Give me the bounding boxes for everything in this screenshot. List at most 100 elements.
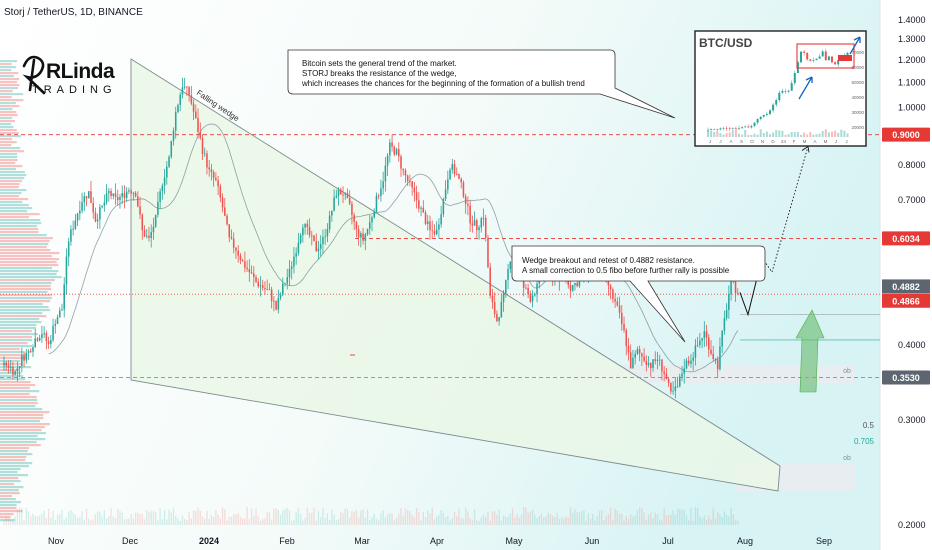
- candle-body: [304, 223, 306, 228]
- profile-bar: [0, 78, 20, 81]
- volume-bar: [239, 517, 242, 525]
- volume-bar: [168, 509, 170, 525]
- candle-body: [431, 229, 433, 231]
- profile-bar: [0, 357, 27, 360]
- inset-volume-bar: [750, 134, 753, 137]
- candle-body: [235, 247, 237, 251]
- inset-candle: [790, 83, 793, 91]
- candle-body: [282, 283, 284, 295]
- time-tick-label: 2024: [199, 536, 219, 546]
- volume-bar: [266, 512, 268, 525]
- inset-volume-bar: [728, 132, 731, 137]
- volume-bar: [353, 511, 355, 525]
- volume-bar: [502, 515, 505, 525]
- volume-bar: [253, 516, 255, 525]
- candle-body: [212, 171, 215, 178]
- candle-body: [375, 195, 378, 212]
- inset-volume-bar: [834, 130, 837, 137]
- volume-bar: [137, 512, 139, 525]
- volume-bar: [125, 518, 128, 525]
- volume-bar: [320, 517, 322, 525]
- volume-bar: [407, 510, 409, 525]
- profile-bar: [0, 135, 21, 138]
- candle-body: [47, 341, 50, 345]
- volume-bar: [558, 518, 561, 525]
- candle-body: [87, 191, 90, 199]
- inset-candle: [707, 129, 709, 131]
- volume-bar: [594, 520, 596, 525]
- bitcoin-note-callout: Bitcoin sets the general trend of the ma…: [287, 49, 676, 119]
- volume-bar: [522, 507, 525, 525]
- volume-bar: [25, 507, 27, 525]
- volume-bar: [335, 520, 337, 525]
- candle-body: [413, 187, 416, 193]
- inset-volume-bar: [744, 129, 747, 137]
- volume-bar: [306, 508, 308, 525]
- volume-bar: [496, 514, 498, 525]
- volume-bar: [270, 519, 273, 525]
- candle-body: [536, 283, 538, 294]
- profile-bar: [0, 222, 42, 225]
- volume-bar: [427, 510, 429, 525]
- candle-body: [440, 214, 442, 225]
- volume-bar: [618, 513, 621, 525]
- volume-bar: [647, 514, 650, 525]
- inset-volume-bar: [843, 130, 846, 137]
- profile-bar: [0, 402, 38, 405]
- inset-candle: [710, 129, 713, 130]
- time-tick-label: Sep: [816, 536, 832, 546]
- candle-body: [76, 213, 79, 221]
- volume-bar: [659, 519, 661, 525]
- volume-bar: [248, 519, 251, 525]
- volume-bar: [250, 508, 253, 525]
- profile-bar: [0, 381, 31, 384]
- candle-body: [103, 202, 106, 206]
- candle-body: [74, 220, 77, 229]
- candle-body: [288, 268, 291, 278]
- candle-body: [217, 180, 219, 187]
- candle-body: [123, 193, 126, 198]
- profile-bar: [0, 219, 41, 222]
- volume-bar: [442, 512, 445, 525]
- volume-bar: [68, 511, 70, 525]
- candle-body: [241, 260, 244, 262]
- profile-bar: [0, 420, 40, 423]
- candle-body: [424, 212, 427, 224]
- volume-bar: [195, 510, 197, 525]
- volume-bar: [190, 518, 193, 525]
- candle-body: [692, 357, 694, 361]
- volume-bar: [235, 514, 237, 525]
- candle-body: [629, 352, 632, 369]
- volume-bar: [94, 514, 97, 525]
- profile-bar: [0, 369, 19, 372]
- profile-bar: [0, 453, 33, 456]
- candle-body: [203, 153, 206, 155]
- volume-bar: [734, 520, 737, 525]
- volume-bar: [440, 510, 442, 525]
- wedge-note-line-1: Wedge breakout and retest of 0.4882 resi…: [522, 256, 695, 265]
- candle-body: [50, 340, 52, 345]
- candle-body: [625, 330, 628, 347]
- profile-bar: [0, 384, 36, 387]
- candle-body: [687, 360, 690, 364]
- profile-bar: [0, 474, 28, 477]
- candle-body: [143, 230, 146, 237]
- volume-bar: [500, 520, 503, 525]
- bitcoin-note-line-3: which increases the chances for the begi…: [301, 79, 585, 88]
- volume-bar: [623, 520, 625, 525]
- profile-bar: [0, 195, 19, 198]
- candle-body: [429, 221, 431, 230]
- profile-bar: [0, 225, 38, 228]
- inset-candle: [725, 127, 728, 129]
- candle-body: [420, 207, 422, 209]
- volume-bar: [328, 519, 331, 525]
- volume-bar: [233, 514, 235, 525]
- candle-body: [290, 266, 293, 269]
- volume-bar: [139, 513, 141, 525]
- profile-bar: [0, 354, 27, 357]
- volume-bar: [90, 520, 92, 525]
- inset-volume-bar: [731, 130, 734, 137]
- profile-bar: [0, 72, 19, 75]
- candle-body: [714, 358, 717, 360]
